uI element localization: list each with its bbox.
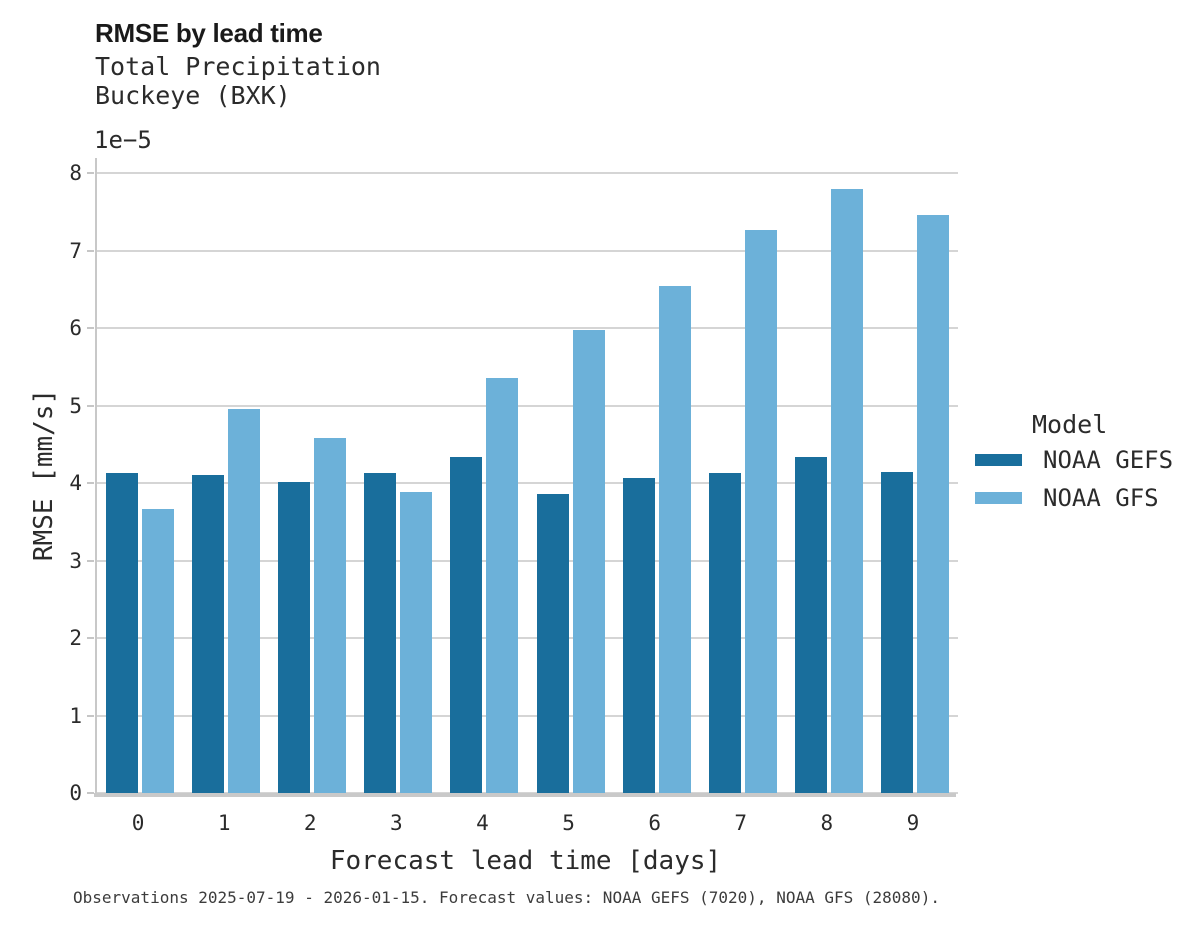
- bar-noaa-gfs-4: [486, 377, 519, 793]
- y-tick-mark-0: [87, 792, 94, 794]
- legend-item-noaa-gfs: NOAA GFS: [975, 484, 1190, 512]
- bar-noaa-gefs-3: [364, 472, 397, 793]
- x-tick-label-2: 2: [303, 811, 317, 835]
- bar-noaa-gefs-6: [622, 478, 655, 793]
- bar-noaa-gefs-5: [536, 493, 569, 793]
- legend-label-noaa-gfs: NOAA GFS: [1043, 484, 1159, 512]
- chart-subtitle-line1: Total Precipitation: [95, 52, 381, 81]
- gridline-y4: [97, 482, 958, 484]
- bar-noaa-gfs-0: [142, 509, 175, 793]
- bar-noaa-gefs-4: [450, 456, 483, 793]
- gridline-y2: [97, 637, 958, 639]
- bar-noaa-gfs-2: [314, 438, 347, 793]
- x-tick-label-3: 3: [390, 811, 403, 835]
- y-tick-mark-2: [87, 637, 94, 639]
- y-tick-label-8: 8: [69, 161, 82, 185]
- caption: Observations 2025-07-19 - 2026-01-15. Fo…: [73, 888, 940, 907]
- y-tick-label-4: 4: [69, 471, 82, 495]
- legend-swatch-noaa-gefs: [975, 454, 1022, 466]
- bar-noaa-gfs-5: [572, 330, 605, 793]
- y-tick-label-7: 7: [69, 238, 82, 263]
- y-tick-label-2: 2: [69, 626, 82, 650]
- x-tick-label-5: 5: [562, 811, 575, 835]
- bar-noaa-gfs-3: [400, 491, 433, 793]
- gridline-y5: [97, 404, 958, 407]
- y-tick-mark-3: [87, 559, 94, 562]
- gridline-y3: [97, 559, 958, 562]
- y-tick-label-1: 1: [69, 703, 82, 728]
- y-tick-mark-8: [87, 172, 94, 174]
- legend: Model NOAA GEFS NOAA GFS: [975, 412, 1190, 512]
- legend-swatch-noaa-gfs: [975, 492, 1022, 504]
- gridline-y7: [97, 249, 958, 252]
- gridline-y1: [97, 714, 958, 717]
- y-tick-mark-5: [87, 404, 94, 407]
- legend-title: Model: [1032, 410, 1108, 439]
- y-tick-mark-7: [87, 249, 94, 252]
- gridline-y8: [97, 172, 958, 174]
- plot-panel: [95, 158, 958, 794]
- x-tick-label-1: 1: [217, 811, 231, 835]
- bar-noaa-gfs-7: [744, 230, 777, 793]
- bar-noaa-gefs-8: [794, 456, 827, 793]
- bar-noaa-gfs-6: [658, 286, 691, 793]
- bar-noaa-gefs-7: [708, 472, 741, 793]
- chart-subtitle-line2: Buckeye (BXK): [95, 81, 291, 110]
- y-axis-offset-text: 1e−5: [94, 126, 152, 154]
- y-tick-mark-1: [87, 714, 94, 717]
- y-tick-mark-6: [87, 327, 94, 329]
- legend-label-noaa-gefs: NOAA GEFS: [1043, 446, 1174, 474]
- bar-noaa-gefs-2: [278, 482, 311, 793]
- y-tick-label-5: 5: [69, 393, 82, 418]
- y-tick-label-6: 6: [69, 316, 82, 340]
- chart-title: RMSE by lead time: [95, 18, 323, 48]
- x-tick-label-4: 4: [476, 811, 489, 835]
- y-tick-label-3: 3: [69, 548, 82, 573]
- bar-noaa-gefs-9: [880, 472, 913, 793]
- x-tick-label-6: 6: [648, 811, 661, 835]
- legend-items: NOAA GEFS NOAA GFS: [975, 446, 1190, 512]
- x-tick-label-0: 0: [131, 811, 145, 835]
- x-tick-label-7: 7: [734, 811, 748, 835]
- gridline-y6: [97, 327, 958, 329]
- y-tick-label-0: 0: [69, 781, 82, 805]
- legend-item-noaa-gefs: NOAA GEFS: [975, 446, 1190, 474]
- y-tick-mark-4: [87, 482, 94, 484]
- bar-noaa-gfs-9: [916, 214, 949, 793]
- bar-noaa-gfs-8: [830, 189, 863, 793]
- x-axis-label: Forecast lead time [days]: [329, 846, 722, 876]
- x-tick-label-9: 9: [906, 811, 920, 835]
- x-tick-label-8: 8: [820, 811, 834, 835]
- x-axis-line: [94, 793, 956, 797]
- bar-noaa-gfs-1: [228, 409, 261, 793]
- bar-noaa-gefs-0: [106, 472, 139, 793]
- bar-noaa-gefs-1: [192, 475, 225, 793]
